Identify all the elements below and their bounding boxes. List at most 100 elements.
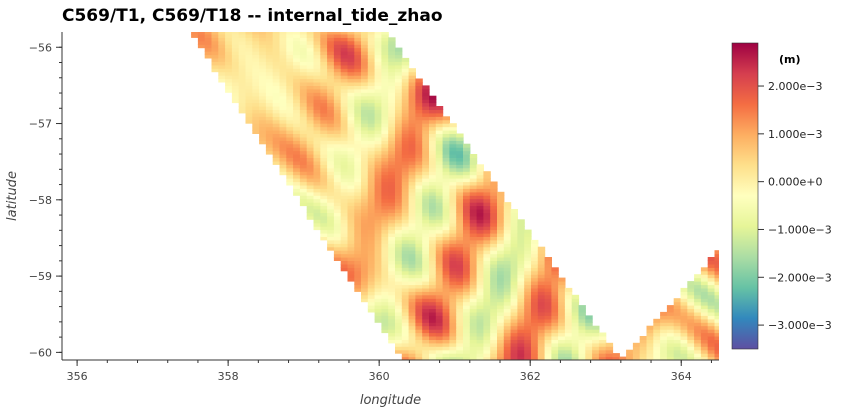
heat-cell bbox=[401, 298, 410, 303]
heat-cell bbox=[388, 40, 396, 45]
heat-cell bbox=[476, 267, 484, 272]
heat-cell bbox=[510, 294, 518, 299]
heat-cell bbox=[252, 95, 260, 100]
heat-cell bbox=[367, 154, 376, 158]
heat-cell bbox=[700, 284, 709, 289]
heat-cell bbox=[340, 219, 349, 224]
heat-cell bbox=[714, 298, 719, 303]
heat-cell bbox=[660, 318, 668, 323]
heat-cell bbox=[401, 202, 410, 207]
heat-cell bbox=[531, 301, 539, 306]
heat-cell bbox=[503, 308, 512, 313]
heat-cell bbox=[306, 150, 315, 155]
heat-cell bbox=[265, 112, 274, 117]
heat-cell bbox=[381, 253, 389, 258]
heat-cell bbox=[463, 205, 471, 210]
heat-cell bbox=[653, 332, 661, 337]
heat-cell bbox=[435, 202, 444, 207]
heat-cell bbox=[429, 195, 437, 200]
heat-cell bbox=[259, 71, 267, 76]
heat-cell bbox=[293, 188, 301, 193]
heat-cell bbox=[429, 356, 437, 360]
heat-cell bbox=[524, 260, 532, 265]
heat-cell bbox=[401, 318, 410, 323]
heat-cell bbox=[456, 332, 464, 337]
heat-cell bbox=[388, 332, 396, 337]
heat-cell bbox=[245, 51, 253, 56]
heat-cell bbox=[537, 270, 546, 275]
heat-cell bbox=[694, 308, 702, 313]
heat-cell bbox=[279, 147, 287, 152]
heat-cell bbox=[320, 57, 328, 62]
heat-cell bbox=[286, 154, 294, 158]
heat-cell bbox=[449, 281, 457, 286]
heat-cell bbox=[463, 287, 471, 292]
heat-cell bbox=[415, 236, 423, 241]
heat-cell bbox=[435, 239, 444, 244]
heat-cell bbox=[306, 184, 315, 189]
heat-cell bbox=[435, 212, 444, 217]
heat-cell bbox=[408, 287, 416, 292]
heat-cell bbox=[306, 92, 315, 97]
heat-cell bbox=[340, 154, 349, 158]
heat-cell bbox=[490, 198, 498, 203]
heat-cell bbox=[408, 181, 416, 186]
heat-cell bbox=[531, 267, 539, 272]
heat-cell bbox=[231, 40, 240, 45]
heat-cell bbox=[490, 191, 498, 196]
heat-cell bbox=[517, 291, 525, 296]
heat-cell bbox=[524, 246, 532, 251]
heat-cell bbox=[435, 188, 444, 193]
heat-cell bbox=[367, 33, 376, 38]
heat-cell bbox=[435, 325, 444, 330]
heat-cell bbox=[231, 88, 240, 93]
heat-cell bbox=[333, 202, 342, 207]
heat-cell bbox=[483, 267, 491, 272]
heat-cell bbox=[327, 215, 335, 220]
heat-cell bbox=[306, 174, 315, 179]
heat-cell bbox=[442, 342, 450, 347]
heat-cell bbox=[483, 332, 491, 337]
heat-cell bbox=[313, 116, 321, 121]
heat-cell bbox=[415, 322, 423, 327]
heat-cell bbox=[476, 308, 484, 313]
heat-cell bbox=[551, 284, 559, 289]
heat-cell bbox=[463, 160, 471, 165]
heat-cell bbox=[245, 106, 253, 110]
heat-cell bbox=[279, 102, 287, 107]
heat-cell bbox=[367, 85, 376, 90]
heat-cell bbox=[306, 143, 315, 148]
heat-cell bbox=[340, 222, 349, 227]
heat-cell bbox=[415, 229, 423, 234]
heat-cell bbox=[361, 253, 369, 258]
heat-cell bbox=[299, 195, 308, 200]
heat-cell bbox=[408, 325, 416, 330]
heat-cell bbox=[456, 274, 464, 279]
heat-cell bbox=[551, 318, 559, 323]
heat-cell bbox=[449, 257, 457, 261]
heat-cell bbox=[415, 243, 423, 248]
heat-cell bbox=[265, 136, 274, 141]
heat-cell bbox=[700, 315, 709, 320]
heat-cell bbox=[265, 32, 274, 35]
heat-cell bbox=[381, 308, 389, 313]
heat-cell bbox=[571, 311, 580, 316]
heat-cell bbox=[286, 54, 294, 59]
heat-cell bbox=[442, 154, 450, 158]
heat-cell bbox=[381, 195, 389, 200]
heat-cell bbox=[435, 284, 444, 289]
heat-cell bbox=[354, 126, 362, 131]
heat-cell bbox=[218, 64, 226, 69]
heat-cell bbox=[354, 99, 362, 104]
heat-cell bbox=[503, 260, 512, 265]
heat-cell bbox=[347, 88, 355, 93]
heat-cell bbox=[429, 191, 437, 196]
heat-cell bbox=[653, 322, 661, 327]
heat-cell bbox=[354, 37, 362, 42]
heat-cell bbox=[463, 267, 471, 272]
heat-cell bbox=[551, 315, 559, 320]
heat-cell bbox=[483, 233, 491, 237]
heat-cell bbox=[299, 133, 308, 138]
heat-cell bbox=[381, 281, 389, 286]
